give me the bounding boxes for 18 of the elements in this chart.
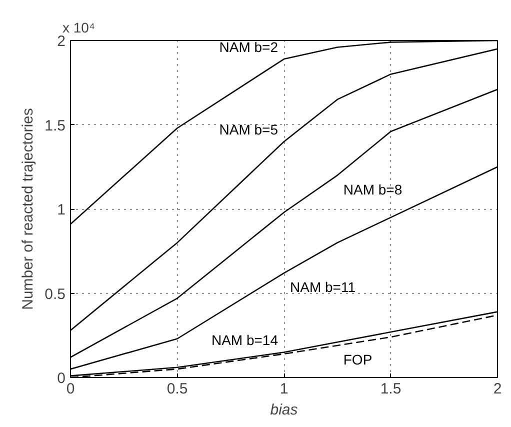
- series-label: FOP: [343, 351, 372, 368]
- y-tick-label: 1: [57, 202, 66, 218]
- text: x 10⁴: [62, 20, 95, 36]
- x-axis-title: bias: [270, 402, 298, 418]
- x-tick-label: 1: [280, 380, 288, 398]
- y-tick-label: 0.5: [44, 286, 66, 303]
- series-label: NAM b=11: [290, 279, 356, 296]
- y-tick-label: 2: [57, 33, 66, 50]
- x-tick-label: 1.5: [380, 380, 402, 398]
- x-tick-label: 0.5: [166, 380, 188, 398]
- series-label: NAM b=2: [219, 39, 278, 56]
- y-tick-label: 1.5: [44, 117, 66, 134]
- series-label: NAM b=14: [211, 332, 278, 348]
- series-label: NAM b=5: [219, 122, 278, 138]
- series-label: NAM b=8: [343, 181, 402, 198]
- y-tick-label: 0: [57, 370, 66, 387]
- x-tick-label: 2: [493, 380, 502, 398]
- y-axis-title: Number of reacted trajectories: [20, 108, 37, 310]
